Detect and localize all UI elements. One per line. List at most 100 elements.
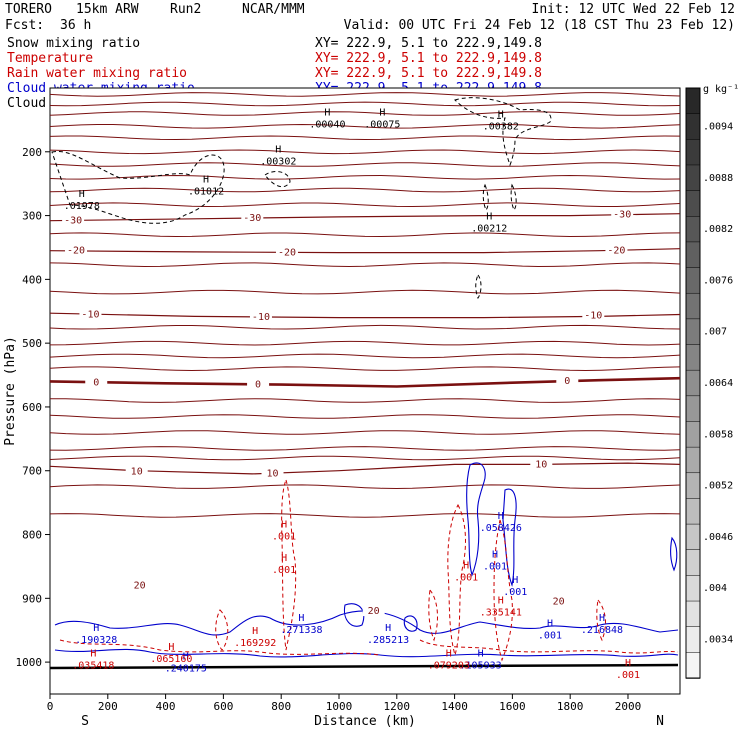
cloud-max-marker: H: [599, 613, 605, 624]
colorbar-label: .004: [703, 583, 727, 594]
colorbar-swatch: [685, 216, 701, 243]
colorbar-swatch: [685, 421, 701, 448]
y-tick-label: 700: [22, 465, 42, 478]
rain-max-label: .001: [454, 572, 478, 583]
fcst-value: 36 h: [60, 18, 91, 33]
snow-contour: [264, 171, 291, 188]
colorbar-label: .0034: [703, 635, 733, 646]
theta-contour: [49, 111, 681, 116]
rain-max-label: .335141: [480, 607, 522, 618]
cloud-max-label: .240175: [165, 663, 207, 674]
colorbar-swatch: [685, 318, 701, 346]
colorbar-swatch: [685, 241, 701, 269]
rain-max-label: .001: [616, 670, 640, 681]
rain-max-marker: H: [90, 648, 96, 659]
theta-contour: [49, 202, 681, 208]
y-tick-label: 400: [22, 273, 42, 286]
theta-contour: [49, 162, 681, 167]
theta-contour: [49, 123, 681, 129]
y-tick-label: 600: [22, 401, 42, 414]
cloud-water-contour: [54, 648, 679, 658]
cloud-max-label: .105933: [460, 660, 502, 671]
temp-label: 10: [266, 468, 278, 479]
theta-contour: [49, 187, 681, 193]
rain-max-marker: H: [446, 648, 452, 659]
cloud-max-marker: H: [512, 575, 518, 586]
snow-contour: [510, 183, 517, 211]
cloud-max-label: .058426: [480, 523, 522, 534]
temp-label: -20: [607, 246, 625, 257]
colorbar-label: .007: [703, 327, 727, 338]
snow-contour: [475, 274, 482, 300]
rain-max-marker: H: [168, 642, 174, 653]
temp-label: -30: [613, 209, 631, 220]
temp-label: -30: [64, 216, 82, 227]
x-tick-label: 200: [98, 700, 118, 713]
colorbar-frame: [685, 87, 701, 679]
temp-label-bg: [241, 212, 264, 224]
plot-area: -30 -20 -10 0 10 20 -30 -20 -10 0 10 20 -30 -20 -10 0 10…: [16, 87, 681, 713]
theta-contour: [49, 92, 681, 97]
rain-contours: [59, 478, 679, 662]
legend-xy: XY= 222.9, 5.1 to 222.9,149.8: [315, 36, 542, 51]
snow-contour: [454, 97, 552, 167]
colorbar-swatch: [685, 164, 701, 192]
theta-contour: [49, 262, 681, 268]
theta-contour: [49, 232, 681, 238]
snow-max-label: .00382: [483, 121, 519, 132]
temp-label-bg: [530, 458, 553, 470]
cloud-max-marker: H: [298, 613, 304, 624]
colorbar-swatch: [685, 344, 701, 371]
legend-entry: Temperature: [7, 51, 93, 66]
cloud-max-marker: H: [93, 623, 99, 634]
x-tick-label: 1400: [441, 700, 468, 713]
fcst-label: Fcst:: [5, 18, 44, 33]
theta-contour: [49, 340, 681, 346]
legend-entry: Rain water mixing ratio: [7, 66, 187, 81]
rain-contour: [281, 478, 297, 651]
colorbar-label: .0076: [703, 275, 733, 286]
cloud-max-marker: H: [385, 623, 391, 634]
temp-label: -30: [243, 213, 261, 224]
cloud-water-contour: [466, 462, 486, 577]
theta-contour: [49, 135, 681, 141]
rain-max-label: .001: [272, 531, 296, 542]
rain-max-marker: H: [498, 595, 504, 606]
colorbar-label: .0082: [703, 224, 733, 235]
temp-label: -10: [252, 312, 270, 323]
y-tick-label: 800: [22, 529, 42, 542]
temp-label-bg: [247, 378, 270, 390]
temp-label-bg: [547, 595, 570, 607]
y-tick-label: 900: [22, 592, 42, 605]
theta-contour: [50, 398, 681, 403]
isotherm--10: [49, 312, 681, 319]
x-tick-label: 1600: [499, 700, 526, 713]
theta-contour: [49, 289, 681, 295]
contour-labels: -30 -20 -10 0 10 20 -30 -20 -10 0 10 20 -30 -20 -10 0 10…: [62, 107, 640, 681]
isotherm-10: [49, 462, 681, 475]
theta-contours: [49, 92, 681, 518]
rain-max-marker: H: [625, 658, 631, 669]
temp-label: 0: [255, 380, 261, 391]
theta-contour: [49, 484, 681, 490]
temp-label-bg: [275, 246, 298, 258]
colorbar-label: .0094: [703, 121, 733, 132]
theta-contour: [49, 353, 681, 359]
x-axis-label: Distance (km): [314, 714, 416, 729]
theta-contour: [49, 366, 681, 372]
snow-contour: [482, 183, 489, 211]
legend-xy: XY= 222.9, 5.1 to 222.9,149.8: [315, 66, 542, 81]
temp-label-bg: [362, 605, 385, 617]
snow-max-marker: H: [79, 189, 85, 200]
rain-max-label: .079203: [428, 660, 470, 671]
cloud-max-marker: H: [547, 618, 553, 629]
temp-label-bg: [79, 308, 102, 320]
cloud-max-marker: H: [498, 511, 504, 522]
colorbar-swatch: [685, 190, 701, 218]
colorbar-unit: g kg⁻¹: [703, 84, 739, 95]
rain-contour: [59, 639, 679, 656]
temp-label: 20: [134, 581, 146, 592]
snow-max-marker: H: [324, 107, 330, 118]
cloud-water-contour: [670, 536, 678, 572]
snow-max-marker: H: [275, 144, 281, 155]
